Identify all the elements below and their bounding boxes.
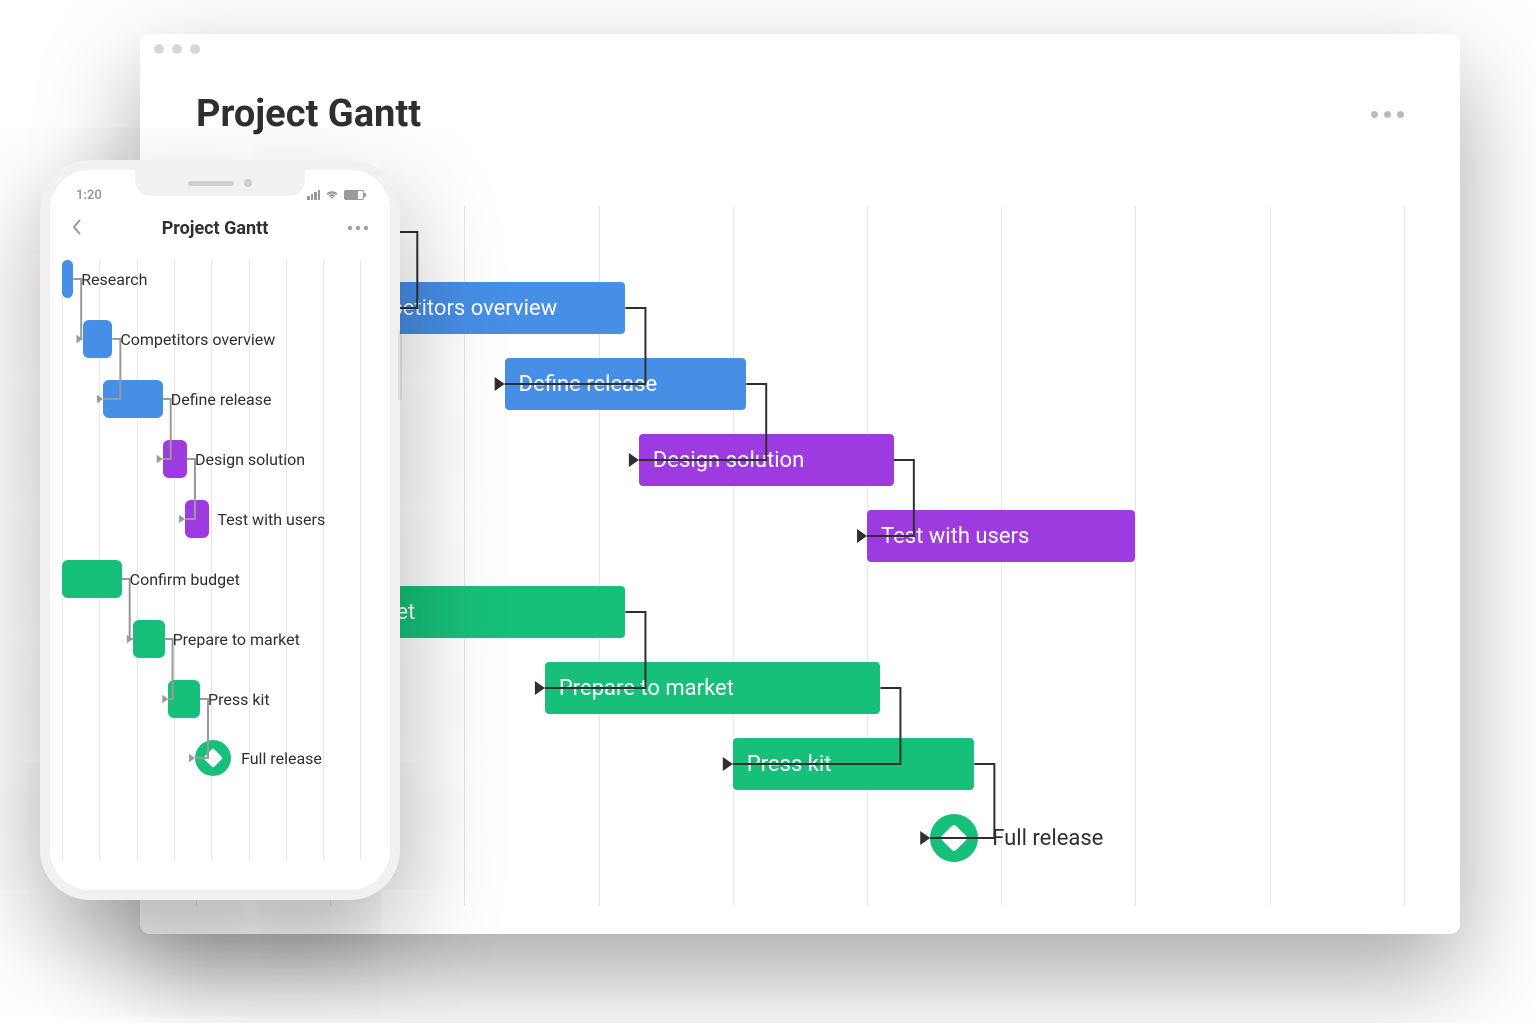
- chevron-left-icon: [72, 219, 82, 235]
- status-time: 1:20: [76, 188, 102, 203]
- phone-header: Project Gantt: [50, 212, 390, 252]
- traffic-light-close-icon[interactable]: [154, 44, 164, 54]
- phone-gantt-chart[interactable]: ResearchCompetitors overviewDefine relea…: [62, 260, 378, 860]
- phone-side-button-icon: [398, 330, 402, 400]
- battery-icon: [344, 190, 364, 200]
- phone-page-title: Project Gantt: [162, 218, 269, 239]
- page-title: Project Gantt: [196, 92, 421, 136]
- status-icons: [307, 190, 364, 200]
- phone-more-options-button[interactable]: [348, 226, 368, 230]
- traffic-light-zoom-icon[interactable]: [190, 44, 200, 54]
- desktop-header: Project Gantt: [140, 64, 1460, 146]
- phone-screen: 1:20 Project Gantt ResearchCompetitors o…: [50, 170, 390, 890]
- dot-icon: [1384, 111, 1391, 118]
- traffic-light-minimize-icon[interactable]: [172, 44, 182, 54]
- signal-icon: [307, 190, 320, 200]
- dot-icon: [364, 226, 368, 230]
- wifi-icon: [325, 190, 339, 200]
- phone-device-frame: 1:20 Project Gantt ResearchCompetitors o…: [40, 160, 400, 900]
- more-options-button[interactable]: [1371, 111, 1404, 118]
- phone-notch: [135, 170, 305, 196]
- window-titlebar: [140, 34, 1460, 64]
- dot-icon: [1371, 111, 1378, 118]
- dependency-arrow: [62, 260, 378, 860]
- dot-icon: [356, 226, 360, 230]
- dot-icon: [348, 226, 352, 230]
- dot-icon: [1397, 111, 1404, 118]
- camera-icon: [244, 179, 252, 187]
- back-button[interactable]: [72, 216, 82, 240]
- speaker-icon: [188, 181, 234, 186]
